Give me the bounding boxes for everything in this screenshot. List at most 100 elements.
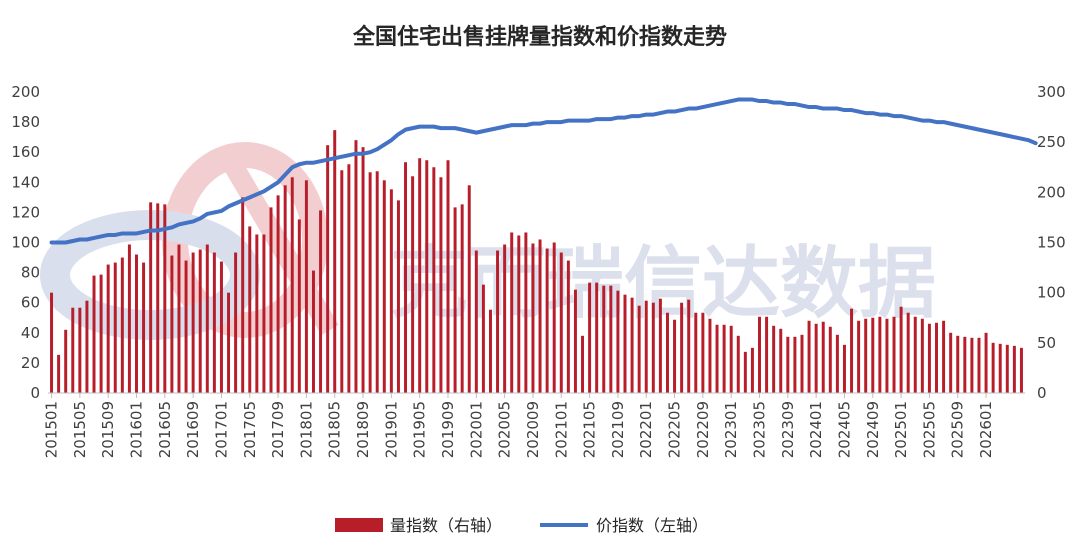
left-tick-label: 60 (21, 294, 40, 312)
left-tick-label: 40 (21, 324, 40, 342)
volume-bar (347, 164, 351, 393)
volume-bar (842, 344, 846, 393)
volume-bar (552, 242, 556, 393)
left-tick-label: 180 (11, 113, 40, 131)
volume-bar (630, 297, 634, 393)
x-tick-label: 201805 (326, 401, 344, 458)
volume-bar (793, 336, 797, 393)
volume-bar (127, 244, 131, 393)
line-series (49, 97, 1038, 245)
volume-bar (545, 248, 549, 393)
volume-bar (333, 130, 337, 393)
x-tick-label: 202109 (609, 401, 627, 458)
volume-bar (227, 292, 231, 393)
volume-bar (637, 305, 641, 393)
x-tick-label: 201509 (99, 401, 117, 458)
x-tick-label: 201601 (128, 401, 146, 458)
volume-bar (573, 289, 577, 393)
x-tick-label: 202501 (892, 401, 910, 458)
x-tick-label: 202101 (552, 401, 570, 458)
volume-bar (538, 239, 542, 393)
x-tick-label: 202001 (467, 401, 485, 458)
legend-label-price: 价指数（左轴） (596, 516, 708, 535)
volume-bar (85, 300, 89, 393)
x-tick-label: 202405 (835, 401, 853, 458)
x-tick-label: 201909 (439, 401, 457, 458)
volume-bar (673, 319, 677, 393)
volume-bar (1005, 344, 1009, 393)
volume-bar (871, 317, 875, 393)
volume-bar (906, 312, 910, 393)
right-tick-label: 250 (1037, 133, 1066, 151)
volume-bar (708, 318, 712, 393)
volume-bar (758, 316, 761, 393)
left-tick-label: 20 (21, 354, 40, 372)
volume-bar (850, 308, 854, 393)
right-tick-label: 0 (1037, 384, 1047, 402)
chart-title: 全国住宅出售挂牌量指数和价指数走势 (352, 24, 727, 50)
volume-bar (665, 312, 669, 393)
volume-bar (340, 170, 344, 393)
volume-bar (736, 335, 740, 393)
volume-bar (474, 250, 478, 393)
volume-bar (531, 243, 535, 393)
volume-bar (418, 158, 422, 393)
volume-bar (78, 307, 82, 393)
left-tick-label: 0 (30, 384, 40, 402)
volume-bar (857, 320, 861, 393)
volume-bar (595, 282, 599, 393)
volume-bar (489, 309, 492, 393)
left-tick-label: 120 (11, 203, 40, 221)
volume-bar (382, 180, 386, 393)
volume-bar (191, 252, 195, 393)
x-tick-label: 202505 (920, 401, 938, 458)
volume-bar (354, 140, 358, 393)
x-tick-label: 202305 (751, 401, 769, 458)
volume-bar (467, 185, 471, 393)
bar-series (50, 130, 1023, 393)
volume-bar (524, 232, 528, 393)
volume-bar (411, 176, 415, 393)
volume-bar (404, 162, 408, 393)
x-tick-label: 201709 (269, 401, 287, 458)
right-tick-label: 150 (1037, 234, 1066, 252)
volume-bar (623, 294, 627, 393)
volume-bar (283, 185, 287, 393)
x-tick-label: 202209 (694, 401, 712, 458)
right-tick-label: 300 (1037, 83, 1066, 101)
volume-bar (255, 234, 259, 393)
volume-bar (446, 160, 450, 393)
volume-bar (149, 202, 153, 393)
volume-bar (878, 316, 882, 393)
watermark-text: 克而瑞信达数据 (390, 239, 936, 329)
left-tick-label: 160 (11, 143, 40, 161)
legend-label-volume: 量指数（右轴） (390, 516, 502, 535)
volume-bar (142, 262, 146, 393)
volume-bar (432, 167, 436, 393)
volume-bar (234, 252, 238, 393)
volume-bar (899, 306, 903, 393)
right-tick-label: 50 (1037, 334, 1056, 352)
volume-bar (743, 351, 747, 393)
x-tick-label: 201505 (71, 401, 89, 458)
volume-bar (835, 334, 839, 393)
legend: 量指数（右轴） 价指数（左轴） (335, 516, 708, 535)
volume-bar (453, 207, 457, 393)
volume-bar (715, 324, 719, 393)
volume-bar (765, 316, 769, 393)
price-line (49, 97, 1038, 245)
volume-bar (99, 274, 103, 393)
volume-bar (828, 326, 832, 393)
x-tick-label: 202005 (496, 401, 514, 458)
volume-bar (701, 312, 705, 393)
left-tick-label: 100 (11, 234, 40, 252)
volume-bar (198, 249, 202, 393)
volume-bar (92, 275, 96, 393)
volume-bar (304, 180, 308, 393)
volume-bar (517, 235, 521, 393)
volume-bar (913, 316, 917, 393)
x-tick-label: 201801 (297, 401, 315, 458)
volume-bar (71, 307, 75, 393)
volume-bar (1019, 347, 1023, 393)
volume-bar (786, 336, 790, 393)
